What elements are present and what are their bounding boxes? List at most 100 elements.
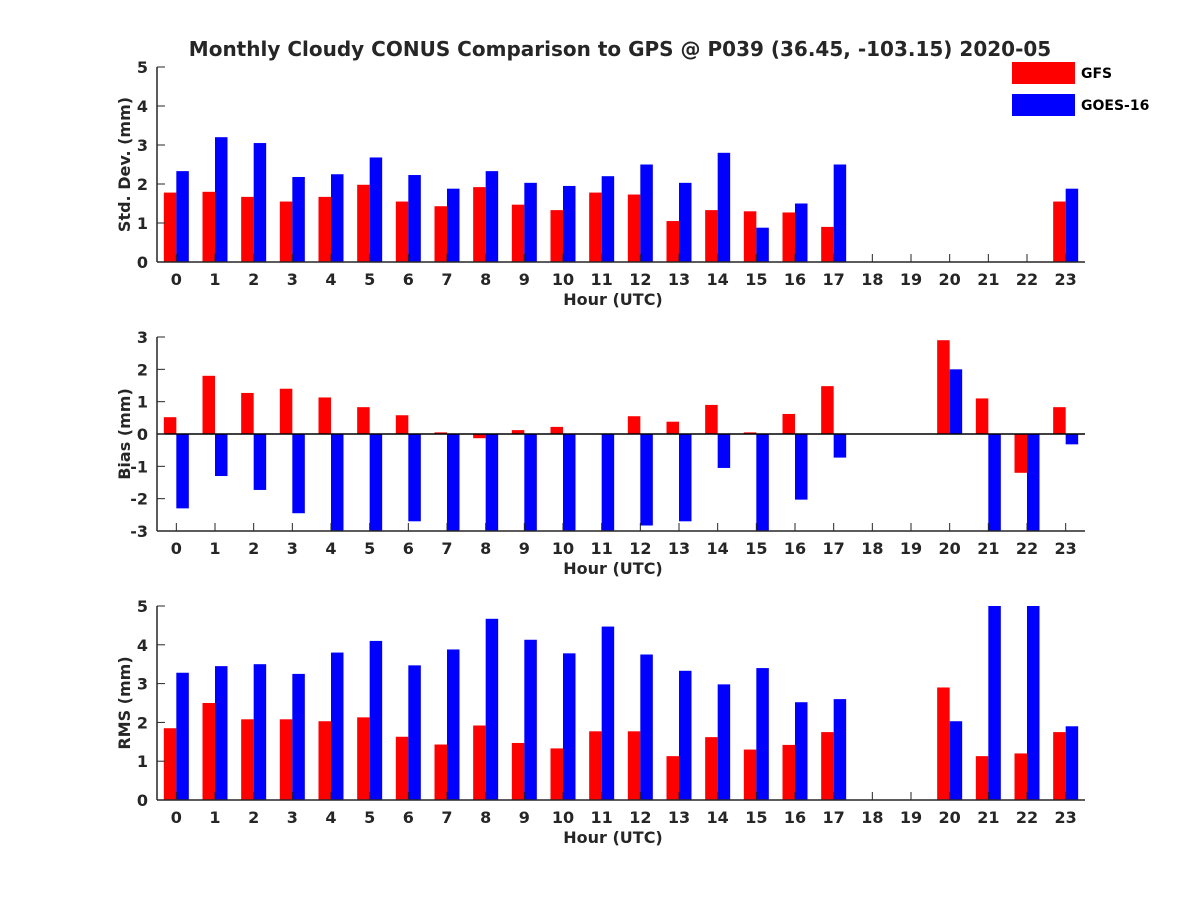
x-tick-label: 6	[403, 270, 414, 289]
bar-goes-16-hour-8	[485, 618, 499, 800]
y-tick-label: 3	[137, 136, 148, 155]
x-tick-label: 3	[287, 539, 298, 558]
bar-goes-16-hour-16	[795, 702, 808, 800]
x-tick-label: 5	[364, 539, 375, 558]
bar-goes-16-hour-4	[331, 434, 344, 531]
x-tick-label: 6	[403, 808, 414, 827]
bar-goes-16-hour-2	[253, 434, 267, 490]
bar-goes-16-hour-7	[447, 188, 460, 262]
legend-swatch-gfs	[1012, 62, 1075, 84]
y-tick-label: 0	[137, 425, 148, 444]
bar-gfs-hour-16	[782, 744, 795, 800]
x-tick-label: 19	[900, 539, 922, 558]
x-tick-label: 1	[209, 539, 220, 558]
x-tick-label: 19	[900, 270, 922, 289]
x-tick-label: 12	[629, 539, 651, 558]
bar-goes-16-hour-7	[447, 649, 460, 800]
bar-gfs-hour-22	[1014, 434, 1027, 473]
x-tick-label: 14	[707, 270, 729, 289]
x-tick-label: 6	[403, 539, 414, 558]
y-tick-label: 3	[137, 675, 148, 694]
bar-goes-16-hour-3	[292, 673, 305, 800]
y-axis-label: Std. Dev. (mm)	[115, 97, 134, 232]
bar-goes-16-hour-2	[253, 664, 267, 800]
x-tick-label: 8	[480, 808, 491, 827]
bar-gfs-hour-3	[279, 201, 293, 262]
bar-gfs-hour-13	[666, 221, 679, 262]
y-tick-label: 4	[137, 636, 148, 655]
bar-gfs-hour-17	[821, 732, 834, 800]
bar-goes-16-hour-23	[1065, 434, 1079, 445]
x-tick-label: 18	[861, 539, 883, 558]
bar-gfs-hour-6	[395, 736, 409, 800]
x-tick-label: 11	[591, 539, 613, 558]
bar-goes-16-hour-17	[833, 164, 847, 262]
bar-gfs-hour-7	[434, 432, 447, 434]
legend-label-goes-16: GOES-16	[1081, 98, 1149, 114]
bar-goes-16-hour-20	[949, 369, 963, 434]
bar-goes-16-hour-6	[408, 665, 421, 800]
x-tick-label: 10	[552, 270, 574, 289]
bar-goes-16-hour-14	[717, 152, 731, 262]
bar-goes-16-hour-17	[833, 699, 847, 800]
bar-goes-16-hour-13	[679, 670, 692, 800]
x-tick-label: 19	[900, 808, 922, 827]
bar-goes-16-hour-17	[833, 434, 847, 458]
bar-goes-16-hour-21	[988, 606, 1001, 800]
bar-goes-16-hour-1	[215, 137, 228, 262]
legend-label-gfs: GFS	[1081, 66, 1112, 82]
bar-goes-16-hour-22	[1027, 434, 1040, 531]
x-tick-label: 4	[325, 270, 336, 289]
bar-gfs-hour-15	[743, 749, 757, 800]
x-tick-label: 9	[519, 808, 530, 827]
x-tick-label: 10	[552, 808, 574, 827]
x-tick-label: 18	[861, 808, 883, 827]
x-tick-label: 17	[823, 539, 845, 558]
bar-gfs-hour-12	[627, 731, 641, 800]
bar-gfs-hour-14	[705, 737, 718, 800]
bar-goes-16-hour-20	[949, 721, 963, 800]
bar-gfs-hour-11	[589, 192, 602, 262]
bar-gfs-hour-23	[1053, 407, 1066, 434]
bar-goes-16-hour-8	[485, 171, 499, 262]
bar-gfs-hour-0	[163, 417, 177, 434]
bar-goes-16-hour-0	[176, 171, 189, 262]
bar-goes-16-hour-12	[640, 164, 653, 262]
x-tick-label: 15	[745, 539, 767, 558]
bar-goes-16-hour-13	[679, 434, 692, 522]
x-tick-label: 17	[823, 808, 845, 827]
bar-gfs-hour-23	[1053, 201, 1066, 262]
x-tick-label: 13	[668, 539, 690, 558]
bar-gfs-hour-4	[318, 397, 331, 434]
x-tick-label: 9	[519, 539, 530, 558]
x-tick-label: 16	[784, 270, 806, 289]
y-tick-label: -3	[130, 522, 148, 541]
bar-gfs-hour-9	[511, 204, 525, 262]
bar-gfs-hour-12	[627, 194, 641, 262]
x-tick-label: 18	[861, 270, 883, 289]
panels: 0 1 2 3 4 5 6 7 8 9 10 11 12 13 14 15 16 17 18 19 20 21 22 2301…	[115, 58, 1085, 847]
bar-goes-16-hour-16	[795, 434, 808, 500]
x-tick-label: 15	[745, 808, 767, 827]
y-tick-label: 0	[137, 253, 148, 272]
bar-gfs-hour-8	[473, 187, 486, 262]
bar-goes-16-hour-9	[524, 639, 537, 800]
bar-gfs-hour-13	[666, 756, 679, 800]
y-tick-label: 1	[137, 214, 148, 233]
y-tick-label: -1	[130, 457, 148, 476]
x-tick-label: 4	[325, 539, 336, 558]
y-axis-label: Bias (mm)	[115, 388, 134, 480]
bar-gfs-hour-21	[975, 398, 989, 434]
x-tick-label: 0	[171, 539, 182, 558]
bar-goes-16-hour-8	[485, 434, 499, 531]
x-tick-label: 1	[209, 808, 220, 827]
bar-goes-16-hour-7	[447, 434, 460, 531]
x-tick-label: 11	[591, 808, 613, 827]
x-tick-label: 23	[1055, 270, 1077, 289]
bar-goes-16-hour-4	[331, 652, 344, 800]
bar-gfs-hour-17	[821, 386, 834, 434]
bar-gfs-hour-16	[782, 413, 795, 434]
bar-gfs-hour-22	[1014, 753, 1027, 800]
bar-gfs-hour-13	[666, 421, 679, 434]
